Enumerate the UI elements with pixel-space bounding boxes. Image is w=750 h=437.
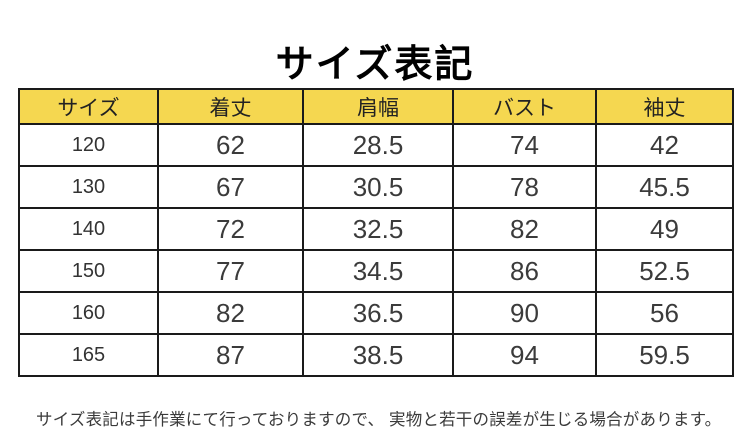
size-cell: 160 (18, 291, 159, 335)
measurement-cell: 90 (452, 291, 597, 335)
measurement-cell: 94 (452, 333, 597, 377)
measurement-cell: 82 (157, 291, 304, 335)
measurement-cell: 86 (452, 249, 597, 293)
measurement-cell: 36.5 (302, 291, 454, 335)
column-header: 袖丈 (595, 88, 734, 125)
measurement-cell: 78 (452, 165, 597, 209)
table-row: 130 67 30.5 78 45.5 (18, 165, 734, 209)
measurement-cell: 56 (595, 291, 734, 335)
size-cell: 140 (18, 207, 159, 251)
column-header: サイズ (18, 88, 159, 125)
table-header-row: サイズ 着丈 肩幅 バスト 袖丈 (18, 88, 734, 125)
measurement-cell: 67 (157, 165, 304, 209)
measurement-cell: 87 (157, 333, 304, 377)
size-cell: 165 (18, 333, 159, 377)
size-cell: 120 (18, 123, 159, 167)
page-title: サイズ表記 (275, 44, 475, 87)
size-table-body: 120 62 28.5 74 42 130 67 30.5 78 45.5 140 72 32.5 82 4… (18, 123, 734, 377)
measurement-cell: 74 (452, 123, 597, 167)
size-cell: 150 (18, 249, 159, 293)
size-cell: 130 (18, 165, 159, 209)
table-row: 140 72 32.5 82 49 (18, 207, 734, 251)
measurement-cell: 62 (157, 123, 304, 167)
measurement-cell: 34.5 (302, 249, 454, 293)
table-row: 165 87 38.5 94 59.5 (18, 333, 734, 377)
size-chart-table: サイズ 着丈 肩幅 バスト 袖丈 120 62 28.5 74 42 130 67 30.5 78 45.… (18, 88, 734, 377)
disclaimer-footnote: サイズ表記は手作業にて行っておりますので、 実物と若干の誤差が生じる場合がありま… (36, 410, 722, 429)
measurement-cell: 82 (452, 207, 597, 251)
measurement-cell: 28.5 (302, 123, 454, 167)
table-row: 120 62 28.5 74 42 (18, 123, 734, 167)
table-row: 160 82 36.5 90 56 (18, 291, 734, 335)
measurement-cell: 77 (157, 249, 304, 293)
measurement-cell: 59.5 (595, 333, 734, 377)
measurement-cell: 32.5 (302, 207, 454, 251)
measurement-cell: 30.5 (302, 165, 454, 209)
measurement-cell: 45.5 (595, 165, 734, 209)
column-header: 着丈 (157, 88, 304, 125)
measurement-cell: 49 (595, 207, 734, 251)
table-row: 150 77 34.5 86 52.5 (18, 249, 734, 293)
measurement-cell: 42 (595, 123, 734, 167)
column-header: バスト (452, 88, 597, 125)
measurement-cell: 38.5 (302, 333, 454, 377)
measurement-cell: 72 (157, 207, 304, 251)
measurement-cell: 52.5 (595, 249, 734, 293)
column-header: 肩幅 (302, 88, 454, 125)
